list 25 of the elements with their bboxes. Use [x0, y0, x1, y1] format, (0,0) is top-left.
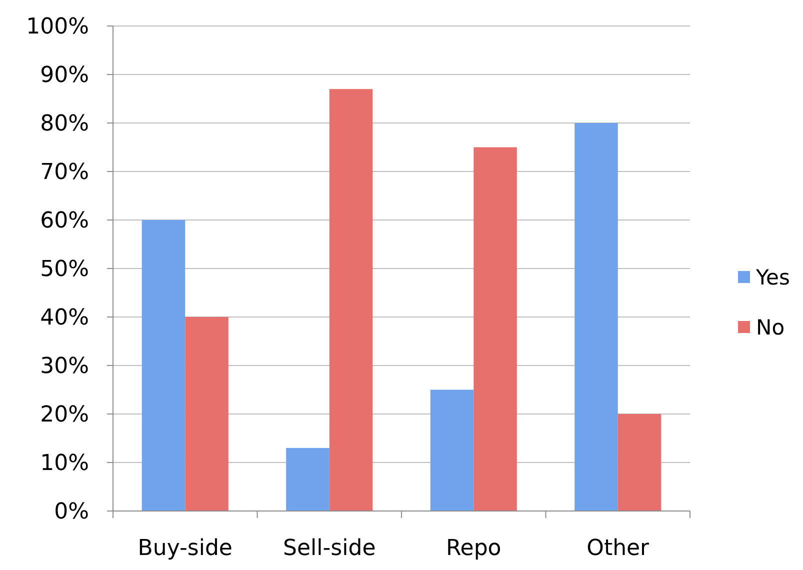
bar [474, 147, 517, 511]
bar [286, 448, 330, 511]
bar [142, 220, 186, 511]
legend-label: Yes [755, 265, 790, 290]
y-tick-label: 40% [40, 306, 89, 331]
x-tick-label: Buy-side [138, 536, 232, 561]
legend-label: No [756, 315, 785, 340]
bar [430, 390, 474, 511]
y-tick-label: 30% [40, 354, 89, 380]
y-tick-label: 80% [40, 112, 89, 137]
y-tick-label: 10% [40, 451, 89, 476]
y-tick-label: 0% [54, 500, 89, 525]
y-tick-label: 90% [40, 63, 89, 88]
x-tick-label: Repo [446, 536, 502, 561]
bar [329, 89, 373, 511]
x-tick-label: Other [586, 536, 650, 561]
y-tick-label: 70% [40, 160, 89, 186]
y-tick-label: 100% [26, 14, 89, 40]
bar [185, 317, 228, 511]
bar [618, 414, 662, 511]
y-tick-label: 50% [40, 257, 89, 282]
y-tick-label: 60% [40, 208, 89, 234]
bar [574, 123, 618, 511]
x-tick-label: Sell-side [283, 536, 376, 561]
y-tick-label: 20% [40, 402, 89, 428]
